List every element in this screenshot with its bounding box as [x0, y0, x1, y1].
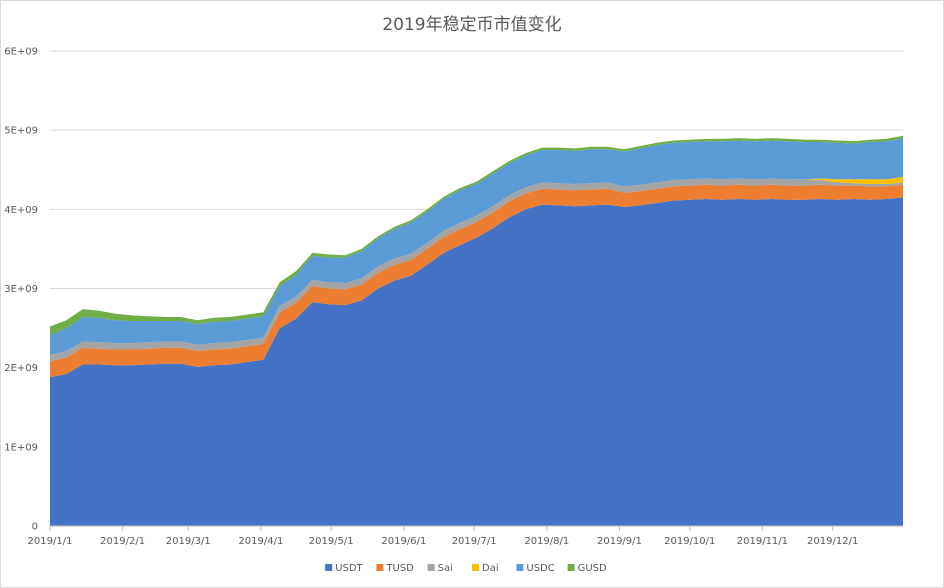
legend-swatch-usdt [325, 564, 333, 571]
chart-title: 2019年稳定币市值变化 [382, 15, 562, 35]
x-tick-label: 2019/8/1 [524, 536, 569, 547]
y-tick-label: 6E+09 [4, 47, 38, 58]
x-tick-label: 2019/12/1 [807, 536, 858, 547]
legend-label-usdc: USDC [526, 563, 554, 574]
legend-label-usdt: USDT [335, 563, 363, 574]
legend-label-gusd: GUSD [578, 563, 607, 574]
area-tusd [50, 184, 903, 378]
area-usdc [50, 138, 903, 355]
legend-swatch-tusd [376, 564, 384, 571]
legend-swatch-usdc [516, 564, 524, 571]
x-tick-label: 2019/3/1 [166, 536, 211, 547]
legend-swatch-dai [472, 564, 479, 571]
x-axis: 2019/1/1 2019/2/1 2019/3/1 2019/4/1 2019/5/1… [28, 525, 903, 547]
legend-swatch-sai [427, 564, 435, 571]
y-tick-label: 0 [32, 522, 38, 533]
area-sai [50, 178, 903, 362]
y-tick-label: 1E+09 [4, 442, 38, 453]
y-tick-label: 3E+09 [4, 284, 38, 295]
x-tick-label: 2019/9/1 [597, 536, 642, 547]
x-tick-label: 2019/11/1 [737, 536, 788, 547]
x-tick-label: 2019/5/1 [309, 536, 354, 547]
x-tick-label: 2019/4/1 [238, 536, 283, 547]
y-tick-label: 5E+09 [4, 126, 38, 137]
area-usdt [50, 197, 903, 526]
y-axis: 0 1E+09 2E+09 3E+09 4E+09 5E+09 6E+09 [4, 47, 38, 533]
x-tick-label: 2019/6/1 [381, 536, 426, 547]
x-tick-label: 2019/1/1 [28, 536, 73, 547]
legend-label-sai: Sai [438, 563, 453, 574]
x-tick-label: 2019/7/1 [452, 536, 497, 547]
legend-label-dai: Dai [482, 563, 499, 574]
legend-swatch-gusd [567, 564, 575, 571]
legend-label-tusd: TUSD [385, 563, 414, 574]
y-tick-label: 4E+09 [4, 205, 38, 216]
legend: USDT TUSD Sai Dai USDC GUSD [325, 563, 607, 574]
y-tick-label: 2E+09 [4, 363, 38, 374]
x-tick-label: 2019/2/1 [100, 536, 145, 547]
x-tick-label: 2019/10/1 [664, 536, 715, 547]
series-areas [50, 135, 903, 526]
